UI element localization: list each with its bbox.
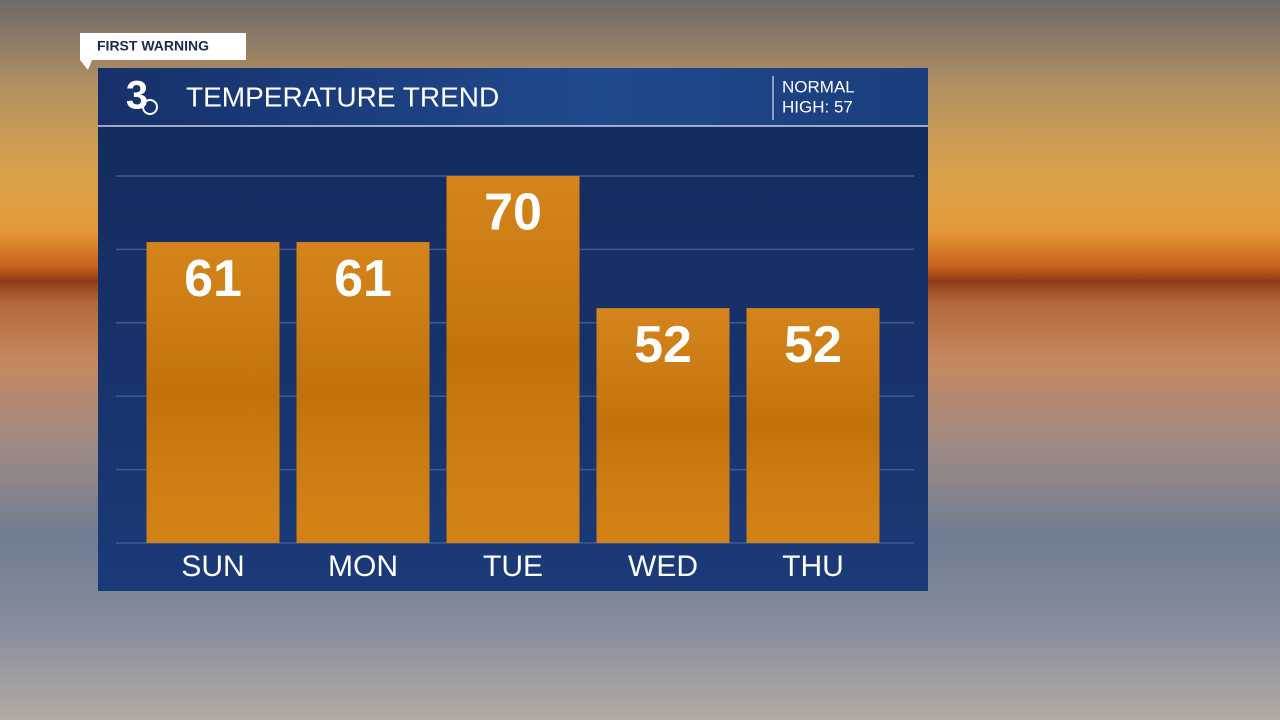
x-tick-label: WED — [628, 550, 698, 583]
x-tick-label: THU — [782, 550, 844, 583]
value-label: 52 — [784, 316, 842, 374]
value-label: 61 — [334, 250, 392, 308]
value-label: 70 — [484, 184, 542, 242]
x-tick-label: MON — [328, 550, 398, 583]
bar-shade — [446, 176, 580, 543]
x-tick-label: TUE — [483, 550, 543, 583]
annotation: HIGH: 57 — [782, 97, 853, 116]
value-label: 52 — [634, 316, 692, 374]
value-label: 61 — [184, 250, 242, 308]
x-tick-label: SUN — [181, 550, 244, 583]
chart-title: TEMPERATURE TREND — [186, 81, 499, 112]
bar-shade — [296, 242, 430, 543]
header — [98, 68, 928, 126]
annotation: NORMAL — [782, 77, 855, 96]
logo-eye — [142, 99, 158, 115]
bar-shade — [596, 308, 730, 543]
badge-box — [80, 33, 246, 70]
bar-shade — [146, 242, 280, 543]
badge-text: FIRST WARNING — [97, 38, 209, 54]
bar-shade — [746, 308, 880, 543]
